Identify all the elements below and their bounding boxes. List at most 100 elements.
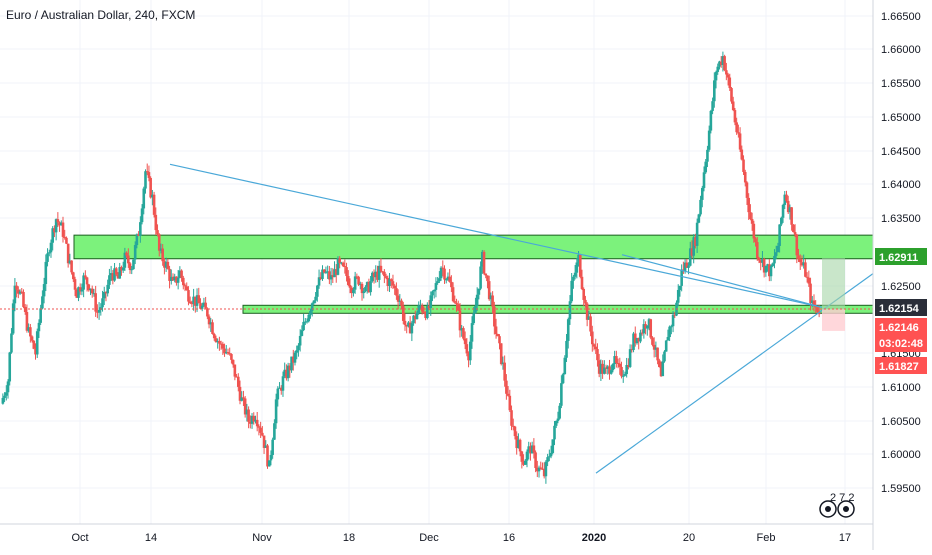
candle-body bbox=[82, 275, 85, 290]
candle-body bbox=[180, 270, 183, 278]
candle-body bbox=[8, 352, 12, 382]
chart-grid bbox=[0, 0, 873, 524]
candle-body bbox=[319, 277, 323, 279]
candle-body bbox=[109, 273, 113, 276]
candle-body bbox=[481, 251, 484, 267]
candle-body bbox=[187, 290, 190, 302]
candle-body bbox=[474, 305, 477, 314]
candle-body bbox=[668, 326, 671, 338]
profit-zone[interactable] bbox=[822, 258, 845, 310]
candle-body bbox=[230, 354, 233, 360]
candle-body bbox=[664, 340, 668, 352]
price-axis-label: 1.65000 bbox=[881, 112, 921, 124]
candle-body bbox=[687, 265, 690, 268]
candle-body bbox=[324, 271, 328, 273]
current-price-tag-bg bbox=[875, 299, 927, 316]
tradingview-logo-icon[interactable]: 2 7 2 bbox=[819, 492, 855, 518]
candle-body bbox=[728, 77, 732, 89]
candle-body bbox=[745, 182, 749, 198]
candle-body bbox=[630, 349, 634, 351]
candle-body bbox=[274, 399, 278, 424]
candle-body bbox=[743, 171, 747, 183]
candle-body bbox=[249, 421, 252, 424]
candle-body bbox=[199, 303, 202, 309]
candle-body bbox=[281, 376, 285, 391]
inner-trendline[interactable] bbox=[621, 254, 823, 308]
candle-body bbox=[384, 276, 388, 278]
candle-body bbox=[6, 381, 10, 393]
candle-body bbox=[438, 278, 441, 282]
candle-body bbox=[350, 287, 354, 294]
price-axis-label: 1.59500 bbox=[881, 483, 921, 495]
candle-body bbox=[594, 346, 598, 350]
candle-body bbox=[599, 363, 603, 374]
candle-body bbox=[771, 263, 775, 266]
candle-body bbox=[420, 305, 424, 312]
candle-body bbox=[786, 200, 790, 213]
candle-body bbox=[506, 393, 510, 396]
candle-body bbox=[84, 275, 87, 278]
resistance-zone[interactable] bbox=[73, 234, 874, 260]
candle-body bbox=[591, 331, 594, 345]
candle-body bbox=[17, 289, 20, 294]
candle-body bbox=[68, 260, 72, 264]
loss-zone[interactable] bbox=[822, 309, 845, 331]
candle-body bbox=[407, 322, 410, 327]
candle-body bbox=[336, 258, 340, 275]
candle-body bbox=[410, 323, 414, 334]
candle-body bbox=[106, 284, 109, 294]
candle-body bbox=[94, 293, 97, 312]
candle-body bbox=[649, 319, 653, 338]
candle-body bbox=[283, 369, 286, 377]
candle-body bbox=[790, 207, 793, 225]
candle-body bbox=[539, 467, 543, 469]
candle-body bbox=[592, 344, 596, 347]
candle-body bbox=[152, 194, 156, 215]
candle-body bbox=[621, 375, 625, 377]
candle-body bbox=[493, 306, 496, 327]
candle-body bbox=[692, 237, 695, 256]
price-tags: 1.62911 1.62154 1.62146 03:02:48 1.61827 bbox=[875, 248, 927, 374]
candle-body bbox=[688, 248, 692, 266]
candle-body bbox=[523, 460, 527, 465]
candle-body bbox=[139, 222, 142, 236]
candle-body bbox=[737, 132, 740, 134]
candle-body bbox=[22, 291, 25, 307]
candle-body bbox=[300, 330, 304, 336]
candle-body bbox=[61, 222, 65, 237]
candle-body bbox=[364, 286, 367, 292]
candle-body bbox=[171, 276, 175, 281]
chart-title: Euro / Australian Dollar, 240, FXCM bbox=[6, 8, 196, 22]
candle-body bbox=[716, 66, 720, 72]
candle-body bbox=[194, 296, 197, 306]
candle-body bbox=[713, 80, 716, 102]
candle-body bbox=[510, 410, 513, 426]
stop-tag: 1.62146 bbox=[879, 322, 919, 334]
candle-body bbox=[228, 353, 231, 355]
position-tool[interactable] bbox=[822, 258, 845, 331]
candle-body bbox=[652, 344, 656, 350]
candle-body bbox=[554, 420, 558, 426]
candle-body bbox=[683, 262, 687, 271]
candle-body bbox=[640, 332, 644, 334]
candle-body bbox=[606, 366, 610, 369]
candle-body bbox=[477, 288, 481, 295]
candle-body bbox=[32, 340, 36, 349]
candle-body bbox=[754, 238, 757, 243]
candle-body bbox=[762, 258, 766, 273]
time-axis-label: 18 bbox=[343, 532, 355, 544]
candle-body bbox=[424, 312, 427, 319]
descending-trendline[interactable] bbox=[169, 163, 823, 308]
candle-body bbox=[733, 110, 737, 123]
candle-body bbox=[214, 338, 218, 343]
candle-body bbox=[558, 405, 561, 419]
time-axis[interactable]: Oct 14 Nov 18 Dec 16 2020 20 Feb 17 bbox=[71, 532, 851, 544]
time-axis-label: 2020 bbox=[582, 532, 606, 544]
candle-body bbox=[279, 387, 283, 391]
candle-body bbox=[395, 288, 398, 296]
candle-body bbox=[517, 439, 520, 449]
candle-body bbox=[176, 277, 180, 283]
candle-body bbox=[168, 268, 171, 281]
